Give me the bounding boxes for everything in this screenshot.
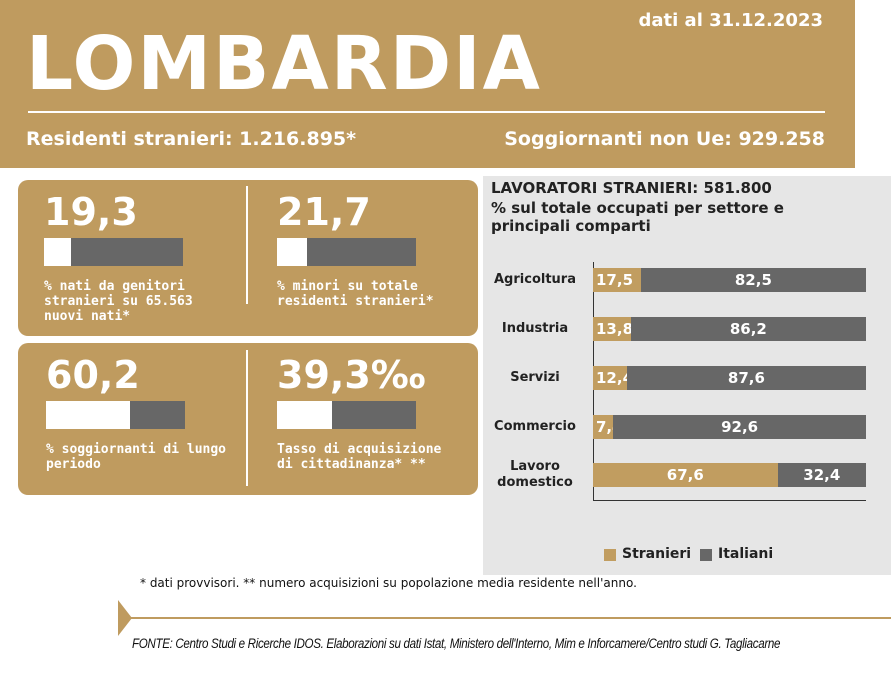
footnote: * dati provvisori. ** numero acquisizion… bbox=[140, 576, 637, 590]
bar bbox=[593, 268, 641, 292]
chart-subtitle: % sul totale occupati per settore e prin… bbox=[491, 199, 784, 235]
category-label: Industria bbox=[501, 321, 569, 336]
kpi-track bbox=[277, 401, 416, 429]
bar bbox=[593, 415, 614, 439]
kpi-text: % nati da genitori stranieri su 65.563 n… bbox=[44, 279, 193, 324]
rule bbox=[128, 617, 891, 619]
chart-title: LAVORATORI STRANIERI: 581.800 bbox=[491, 179, 772, 197]
title: LOMBARDIA bbox=[26, 21, 542, 107]
category-label: Commercio bbox=[494, 419, 576, 434]
kpi-value: 19,3 bbox=[44, 190, 138, 234]
kpi-track bbox=[277, 238, 416, 266]
divider bbox=[246, 186, 248, 304]
value-label: 67,6 bbox=[666, 466, 704, 484]
value-label: 13,8 bbox=[596, 320, 634, 338]
kpi-bar bbox=[46, 401, 130, 429]
value-label: 82,5 bbox=[734, 271, 772, 289]
bar bbox=[640, 268, 866, 292]
category-label: Lavoro domestico bbox=[497, 459, 573, 490]
residents: Residenti stranieri: 1.216.895* bbox=[26, 128, 357, 150]
bar bbox=[593, 317, 631, 341]
kpi-bar bbox=[44, 238, 71, 266]
value-label: 87,6 bbox=[727, 369, 765, 387]
kpi-text: Tasso di acquisizione di cittadinanza* *… bbox=[277, 442, 442, 472]
kpi-value: 60,2 bbox=[46, 353, 140, 397]
category-label: Servizi bbox=[510, 370, 560, 385]
kpi-value: 21,7 bbox=[277, 190, 371, 234]
arrow bbox=[118, 600, 132, 636]
source: FONTE: Centro Studi e Ricerche IDOS. Ela… bbox=[132, 636, 781, 651]
legend-label: Stranieri bbox=[622, 546, 692, 562]
kpi-bar bbox=[277, 401, 332, 429]
value-label: 92,6 bbox=[721, 418, 759, 436]
value-label: 86,2 bbox=[729, 320, 767, 338]
value-label: 32,4 bbox=[803, 466, 841, 484]
divider bbox=[246, 350, 248, 486]
bar bbox=[593, 366, 627, 390]
axis bbox=[593, 500, 866, 501]
bar bbox=[613, 415, 866, 439]
bar bbox=[777, 463, 866, 487]
date: dati al 31.12.2023 bbox=[638, 10, 823, 31]
bar bbox=[593, 463, 778, 487]
value-label: 12,4 bbox=[596, 369, 634, 387]
kpi-track bbox=[44, 238, 183, 266]
value-label: 17,5 bbox=[596, 271, 634, 289]
kpi-text: % minori su totale residenti stranieri* bbox=[277, 279, 434, 309]
header-band bbox=[0, 0, 855, 168]
divider bbox=[28, 111, 825, 113]
legend-swatch bbox=[604, 549, 616, 561]
bar bbox=[626, 366, 866, 390]
permits: Soggiornanti non Ue: 929.258 bbox=[504, 128, 825, 150]
kpi-bar bbox=[277, 238, 308, 266]
kpi-text: % soggiornanti di lungo periodo bbox=[46, 442, 227, 472]
kpi-track bbox=[46, 401, 185, 429]
category-label: Agricoltura bbox=[494, 272, 576, 287]
legend-swatch bbox=[700, 549, 712, 561]
legend-label: Italiani bbox=[718, 546, 774, 562]
kpi-value: 39,3‰ bbox=[277, 353, 426, 397]
bar bbox=[630, 317, 866, 341]
